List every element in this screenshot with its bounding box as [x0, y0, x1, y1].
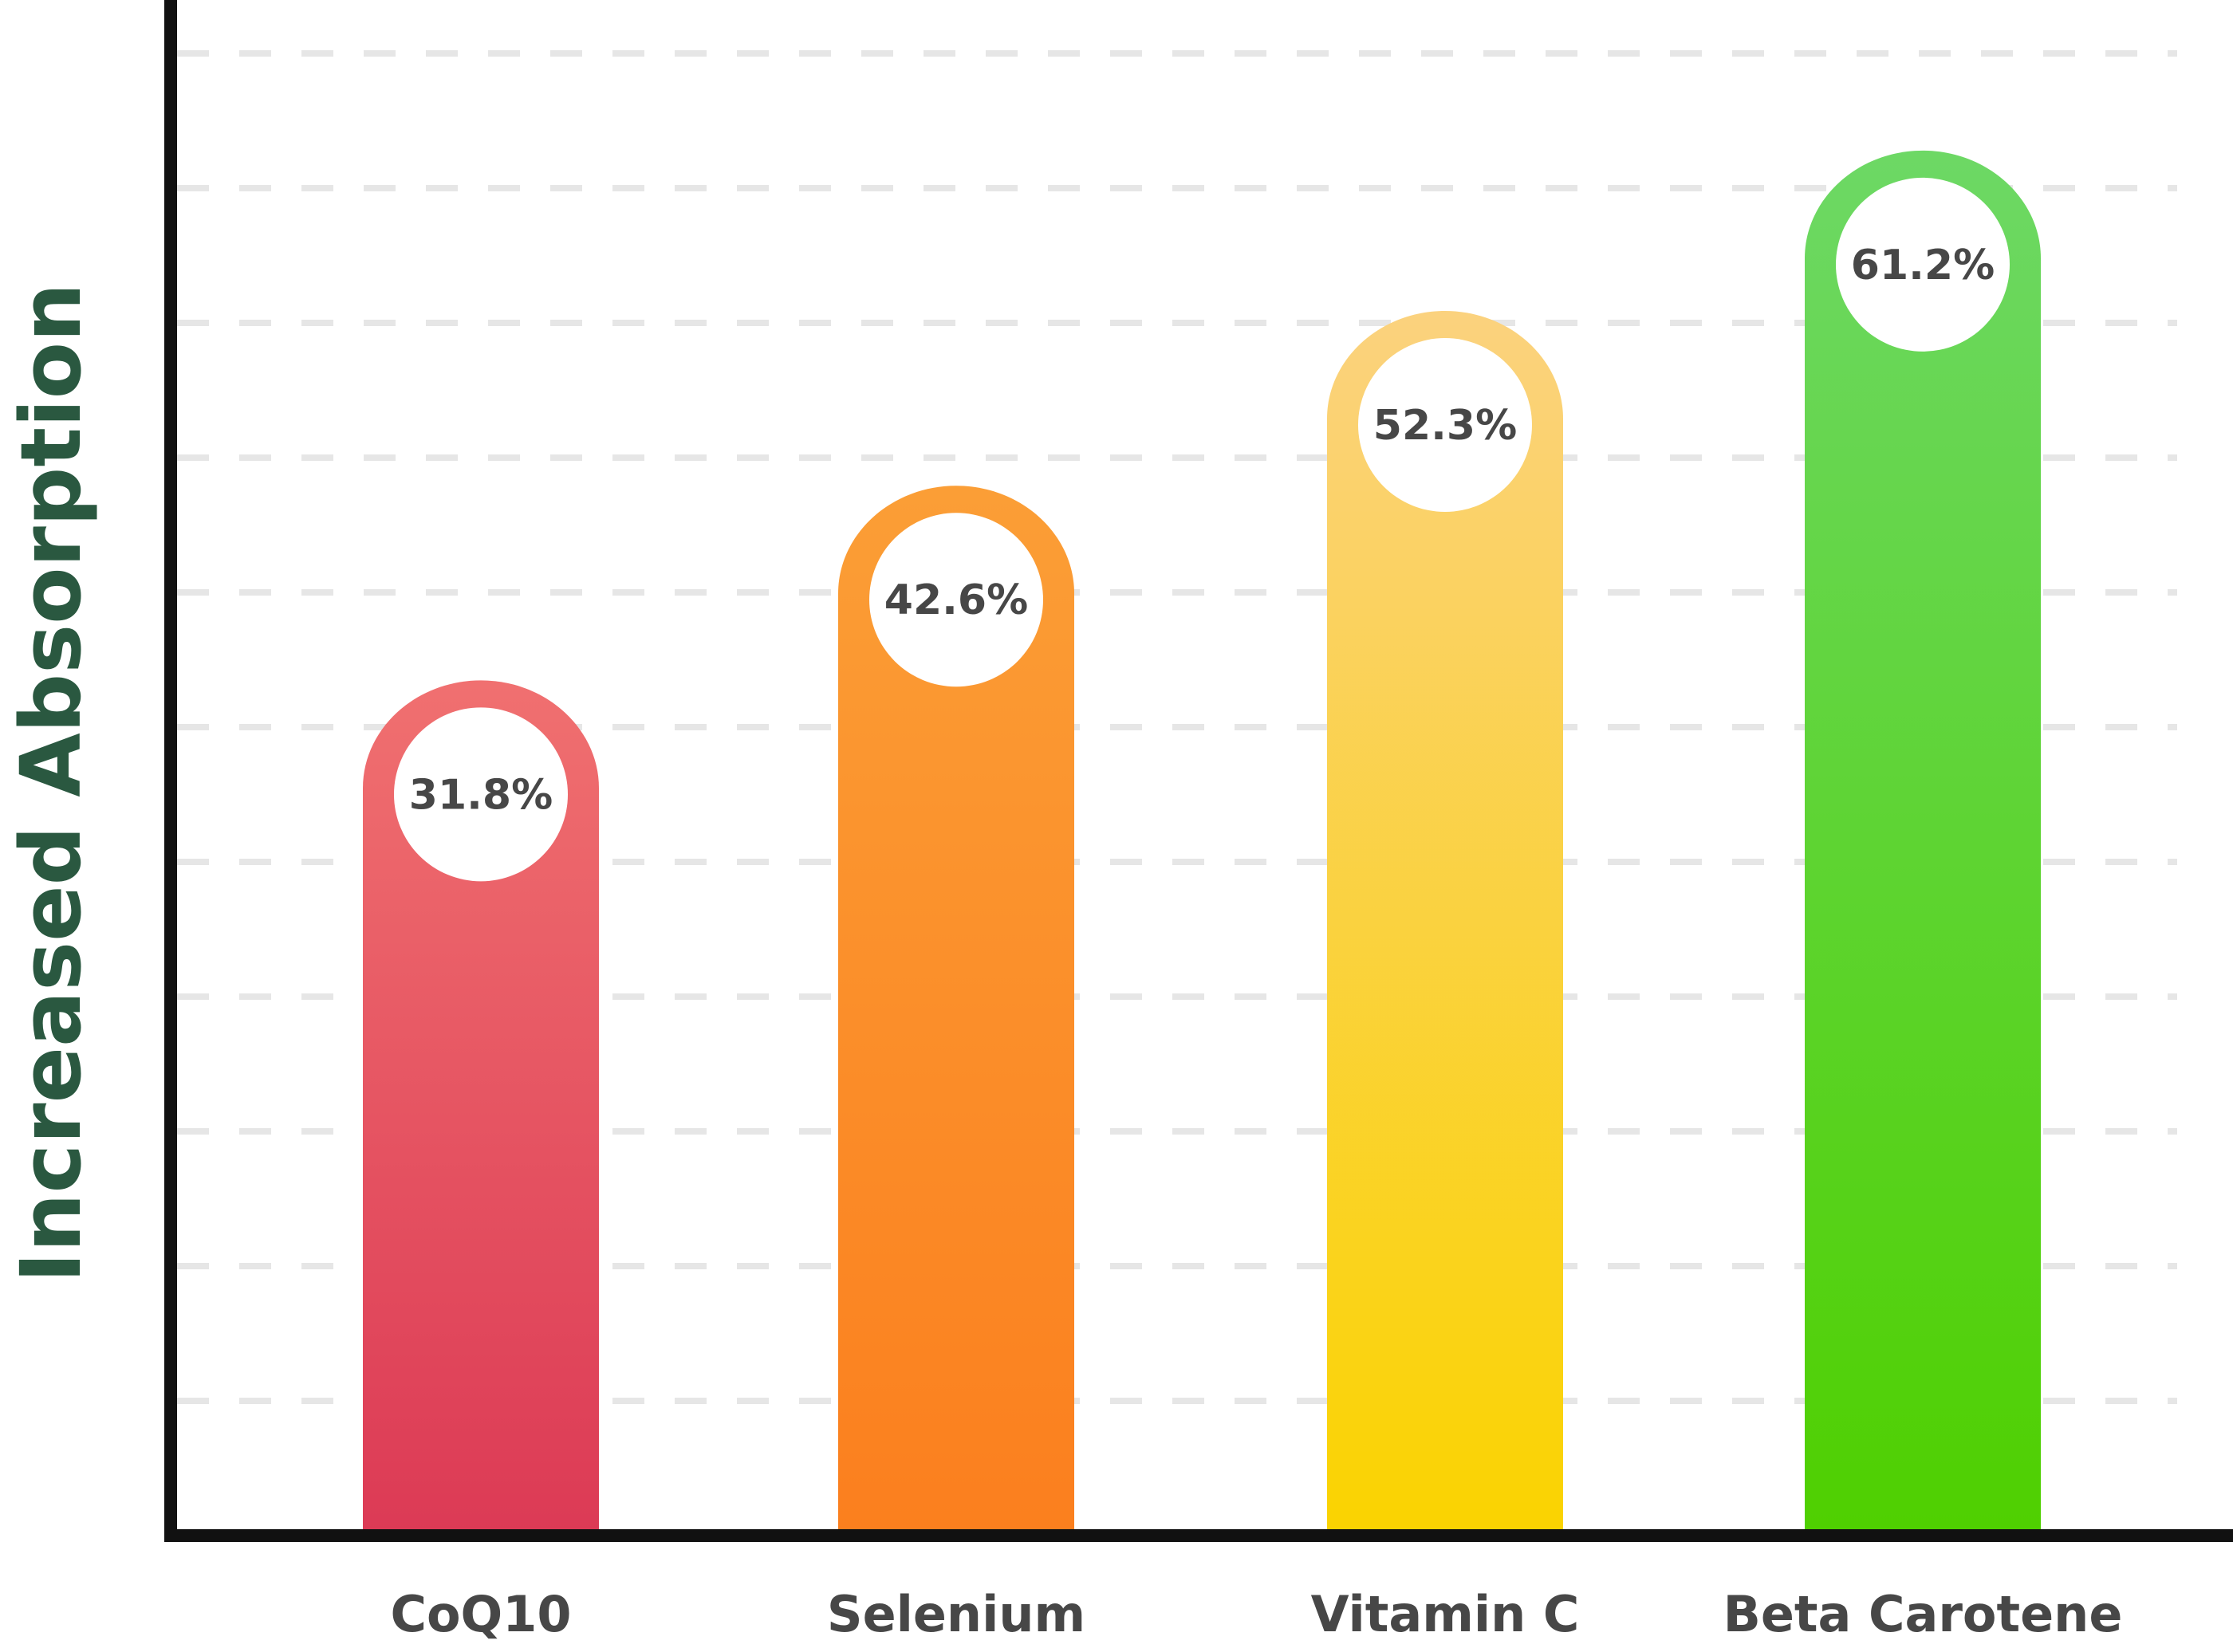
- value-label: 61.2%: [1851, 242, 1995, 289]
- value-badge: [394, 707, 568, 882]
- category-label: Vitamin C: [1311, 1585, 1580, 1643]
- value-badge: [1836, 177, 2010, 352]
- bar-coq10: [363, 680, 599, 1536]
- y-axis-title: Increased Absorption: [2, 283, 100, 1283]
- category-labels: CoQ10 Selenium Vitamin C Beta Carotene: [390, 1585, 2122, 1643]
- category-label: Selenium: [827, 1585, 1085, 1643]
- value-badge: [1358, 338, 1532, 513]
- bar-beta-carotene: [1805, 150, 2041, 1536]
- value-badge: [869, 513, 1043, 687]
- value-label: 42.6%: [884, 576, 1028, 624]
- bar-vitamin-c: [1327, 311, 1563, 1536]
- category-label: CoQ10: [390, 1585, 571, 1643]
- value-label: 31.8%: [409, 771, 553, 819]
- category-label: Beta Carotene: [1723, 1585, 2123, 1643]
- value-label: 52.3%: [1373, 402, 1517, 450]
- bar-selenium: [838, 486, 1074, 1536]
- bars: 31.8% 42.6% 52.3% 61.2%: [363, 150, 2041, 1536]
